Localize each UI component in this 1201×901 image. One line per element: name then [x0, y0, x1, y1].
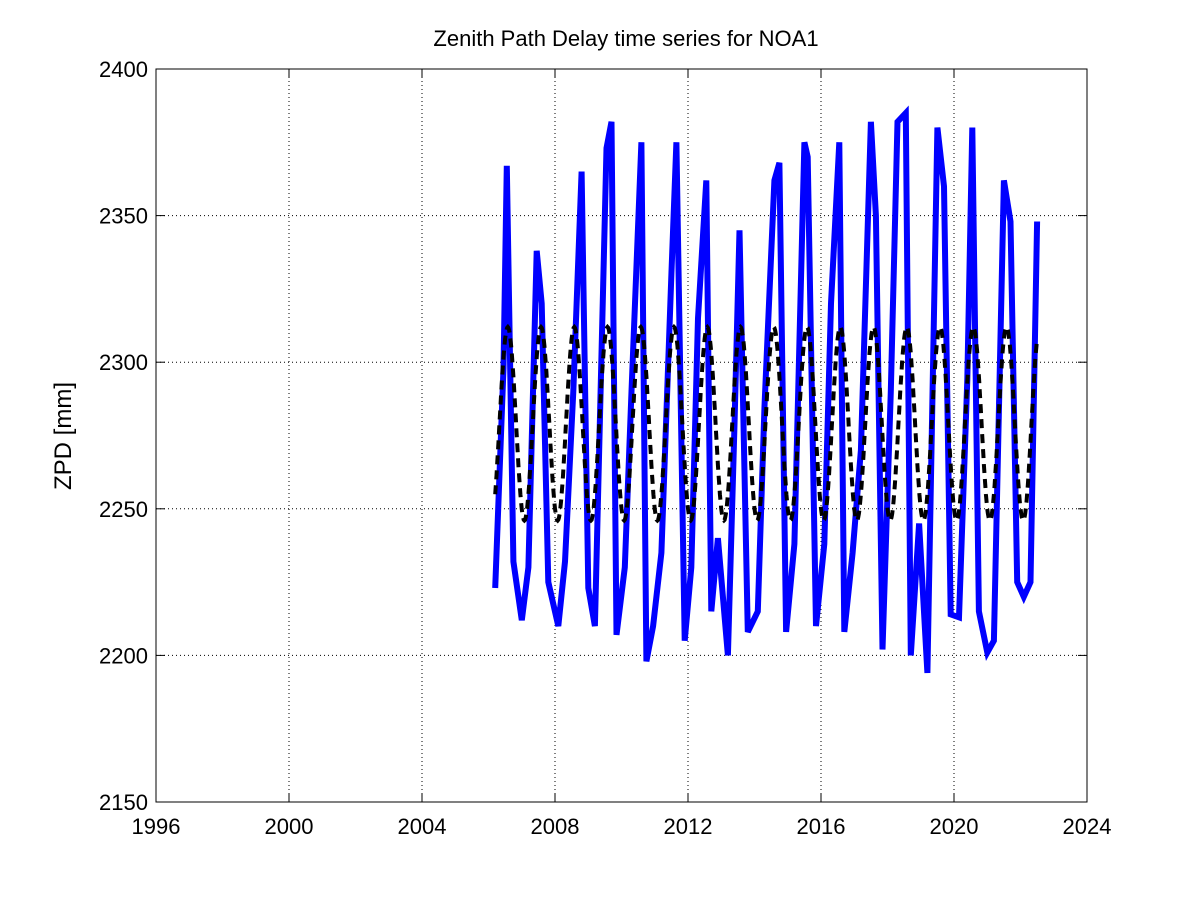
x-tick-label: 2004: [398, 814, 447, 839]
x-tick-label: 2020: [930, 814, 979, 839]
y-tick-label: 2400: [99, 57, 148, 82]
y-axis-label: ZPD [mm]: [50, 382, 77, 490]
y-tick-label: 2150: [99, 790, 148, 815]
x-tick-label: 2012: [664, 814, 713, 839]
observed-zpd-line: [492, 105, 1041, 674]
plot-frame: [155, 68, 1088, 803]
seasonal-model-line: [493, 323, 1040, 524]
y-tick-label: 2350: [99, 204, 148, 229]
chart-title: Zenith Path Delay time series for NOA1: [433, 26, 818, 51]
y-tick-label: 2250: [99, 497, 148, 522]
y-tick-label: 2300: [99, 350, 148, 375]
x-tick-label: 2008: [531, 814, 580, 839]
x-tick-label: 2024: [1063, 814, 1112, 839]
series-layer: [492, 105, 1041, 674]
x-tick-label: 2000: [265, 814, 314, 839]
x-tick-label: 2016: [797, 814, 846, 839]
x-tick-label: 1996: [132, 814, 181, 839]
ticks-layer: 1996 2000 2004 2008 2012 2016 2020 2024 2150 2200…: [99, 57, 1111, 839]
y-tick-label: 2200: [99, 643, 148, 668]
